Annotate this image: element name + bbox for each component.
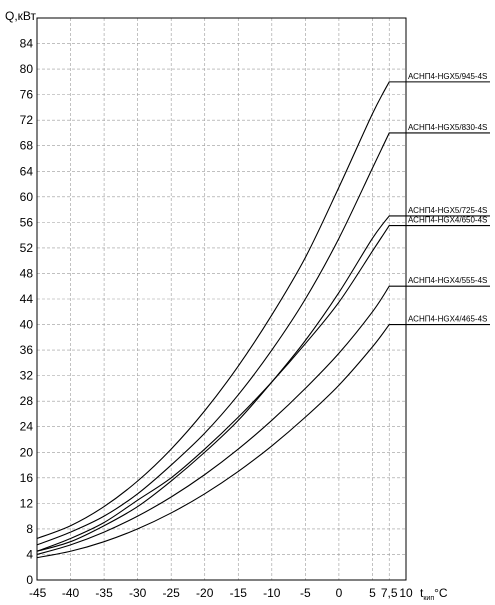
x-tick-label: -20	[196, 586, 214, 600]
x-tick-label: 5	[369, 586, 376, 600]
x-tick-label: -5	[300, 586, 311, 600]
x-axis-label-unit: °C	[434, 586, 448, 600]
series-label: АСНП4-HGX4/555-4S	[408, 276, 487, 285]
y-tick-label: 68	[20, 139, 34, 153]
x-tick-label: 0	[336, 586, 343, 600]
series-label: АСНП4-HGX5/725-4S	[408, 206, 487, 215]
x-tick-label: -35	[95, 586, 113, 600]
y-tick-label: 52	[20, 241, 34, 255]
y-tick-label: 12	[20, 496, 34, 510]
x-tick-labels: -45 -40 -35 -30 -25 -20 -15 -10 -5 0 5 7,5 10	[29, 586, 413, 600]
y-tick-label: 72	[20, 113, 34, 127]
series-label: АСНП4-HGX4/465-4S	[408, 315, 487, 324]
y-tick-label: 20	[20, 445, 34, 459]
x-tick-label: 10	[399, 586, 413, 600]
y-tick-label: 32	[20, 369, 34, 383]
series-group	[36, 81, 490, 559]
series-labels: АСНП4-HGX5/945-4S АСНП4-HGX5/830-4S АСНП4-…	[408, 72, 487, 324]
series-line	[36, 225, 490, 552]
series-line	[36, 132, 490, 546]
y-tick-label: 16	[20, 471, 34, 485]
series-label: АСНП4-HGX5/945-4S	[408, 72, 487, 81]
x-tick-label: 7,5	[381, 586, 398, 600]
plot-frame	[36, 17, 407, 581]
y-tick-label: 76	[20, 88, 34, 102]
x-axis-label: tкип°C	[420, 586, 448, 602]
x-tick-label: -40	[62, 586, 80, 600]
y-tick-label: 44	[20, 292, 34, 306]
y-tick-label: 8	[26, 522, 33, 536]
x-tick-label: -45	[29, 586, 47, 600]
y-tick-label: 4	[26, 547, 33, 561]
y-tick-label: 24	[20, 420, 34, 434]
x-tick-label: -15	[230, 586, 248, 600]
y-tick-label: 84	[20, 37, 34, 51]
series-label: АСНП4-HGX5/830-4S	[408, 123, 487, 132]
y-tick-label: 0	[26, 573, 33, 587]
y-axis-label: Q,кВт	[5, 9, 37, 23]
series-label: АСНП4-HGX4/650-4S	[408, 216, 487, 225]
series-line	[36, 285, 490, 555]
y-tick-label: 28	[20, 394, 34, 408]
y-tick-label: 80	[20, 62, 34, 76]
series-line	[36, 81, 490, 540]
grid-lines	[36, 18, 407, 581]
series-line	[36, 215, 490, 552]
y-tick-label: 36	[20, 343, 34, 357]
y-tick-labels: 0481216202428323640444852566064687276808…	[20, 37, 34, 587]
y-tick-label: 40	[20, 318, 34, 332]
y-tick-label: 48	[20, 266, 34, 280]
y-tick-label: 60	[20, 190, 34, 204]
y-tick-label: 64	[20, 164, 34, 178]
x-axis-label-main: t	[420, 586, 424, 600]
series-line	[36, 323, 490, 559]
y-tick-label: 56	[20, 215, 34, 229]
x-tick-label: -25	[163, 586, 181, 600]
x-tick-label: -30	[129, 586, 147, 600]
x-tick-label: -10	[263, 586, 281, 600]
x-axis-label-subscript: кип	[423, 595, 434, 602]
